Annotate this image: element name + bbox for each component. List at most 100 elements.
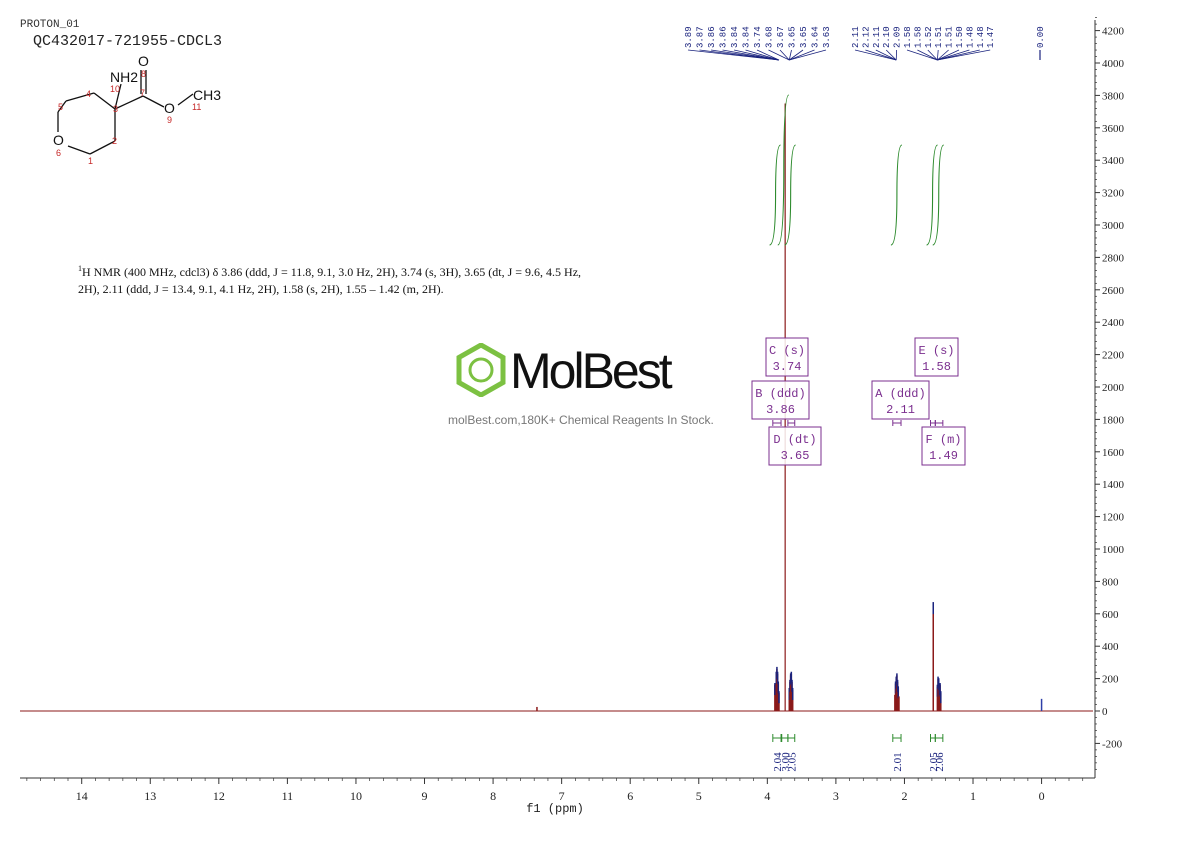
peak-connector [854,49,897,61]
peak-connector [906,49,938,61]
multiplet-box [871,380,930,420]
multiplet-label: C (s) [769,344,805,358]
y-tick-label: 1600 [1102,447,1125,459]
peak-shift-label: 3.86 [707,26,717,48]
peak-connector [789,49,804,61]
peak-shift-label: 3.65 [788,26,798,48]
atom-number: 9 [167,115,172,125]
y-tick-label: 2600 [1102,285,1125,297]
x-tick-label: 14 [76,789,88,803]
y-tick-label: 3000 [1102,220,1125,232]
amine-label: NH2 [110,69,138,85]
multiplet-box [768,426,822,466]
methyl-label: CH3 [193,87,221,103]
multiplet-label: E (s) [918,344,954,358]
atom-number: 7 [140,88,145,98]
integral-curve [784,144,796,246]
atom-number: 8 [141,69,146,79]
molbest-logo-icon [456,343,506,397]
multiplet-shift: 3.74 [773,360,802,374]
peak-shift-label: 2.11 [851,26,861,48]
peak-shift-label: 1.58 [913,26,923,48]
integral-curve [890,144,903,246]
peak-shift-label: 2.09 [893,26,903,48]
multiplet-label: F (m) [925,433,961,447]
y-tick-label: 600 [1102,609,1119,621]
peak-shift-label: 3.86 [719,26,729,48]
integral-value: 2.01 [892,752,904,771]
peak-connector [733,49,780,61]
peak-shift-label: 1.48 [976,26,986,48]
peak-shift-label: 1.51 [945,26,955,48]
peak-shift-label: 0.00 [1036,26,1046,48]
y-tick-label: 1200 [1102,512,1125,524]
atom-number: 10 [110,84,120,94]
multiplet-box [914,337,959,377]
peak-shift-label: 3.84 [742,26,752,48]
peak-connector [745,49,780,61]
chemical-structure: NH2 O O O CH3 1 2 3 4 5 6 7 8 9 10 11 [53,53,221,166]
x-axis-label: f1 (ppm) [526,802,584,816]
multiplet-shift: 3.86 [766,403,795,417]
multiplet-label: B (ddd) [755,387,805,401]
y-tick-label: 0 [1102,706,1108,718]
y-tick-label: 2000 [1102,382,1125,394]
ring-oxygen-label: O [53,132,64,148]
integral-curve [769,144,781,246]
integral-value: 2.06 [934,752,946,772]
y-tick-label: 400 [1102,641,1119,653]
multiplet-label: D (dt) [773,433,816,447]
peak-shift-label: 1.52 [924,26,934,48]
peak-connector [927,49,938,61]
multiplet-shift: 3.65 [781,449,810,463]
peak-shift-label: 3.74 [753,26,763,48]
x-tick-label: 2 [901,789,907,803]
y-tick-label: 4000 [1102,58,1125,70]
y-tick-label: 800 [1102,576,1119,588]
atom-number: 2 [112,136,117,146]
peak-shift-label: 1.48 [965,26,975,48]
y-tick-label: 2800 [1102,252,1125,264]
peak-shift-label: 1.58 [903,26,913,48]
carbonyl-oxygen-label: O [138,53,149,69]
peak-shift-label: 3.63 [822,26,832,48]
experiment-title: PROTON_01 [20,19,80,31]
peak-shift-label: 3.65 [799,26,809,48]
multiplet-box [765,337,809,377]
peak-connector [937,49,991,61]
y-tick-label: 3800 [1102,90,1125,102]
y-tick-label: 2200 [1102,350,1125,362]
description-line-1: H NMR (400 MHz, cdcl3) δ 3.86 (ddd, J = … [82,265,582,279]
atom-number: 3 [113,104,118,114]
peak-shift-label: 3.89 [684,26,694,48]
peak-connector [789,49,827,61]
x-tick-label: 7 [559,789,565,803]
peak-shift-label: 2.10 [882,26,892,48]
x-tick-label: 8 [490,789,496,803]
ester-oxygen-label: O [164,100,175,116]
peak-shift-label: 3.64 [811,26,821,48]
atom-number: 6 [56,148,61,158]
y-tick-label: 1000 [1102,544,1125,556]
y-tick-label: 200 [1102,674,1119,686]
integral-value: 2.04 [772,752,784,772]
x-tick-label: 5 [696,789,702,803]
integral-value: 3.00 [780,752,792,772]
multiplet-shift: 1.49 [929,449,958,463]
sample-id: QC432017-721955-CDCL3 [33,33,223,50]
peak-shift-label: 3.67 [776,26,786,48]
y-tick-label: 1800 [1102,414,1125,426]
peak-connector [768,49,790,61]
x-tick-label: 13 [144,789,156,803]
peak-connector [722,49,780,61]
watermark-brand: MolBest [510,343,673,399]
multiplet-shift: 2.11 [886,403,915,417]
description-superscript: 1 [78,264,82,273]
peak-connector [937,49,949,61]
y-tick-label: 3200 [1102,188,1125,200]
x-tick-label: 10 [350,789,362,803]
peak-shift-label: 1.47 [986,26,996,48]
x-tick-label: 3 [833,789,839,803]
x-tick-label: 0 [1039,789,1045,803]
